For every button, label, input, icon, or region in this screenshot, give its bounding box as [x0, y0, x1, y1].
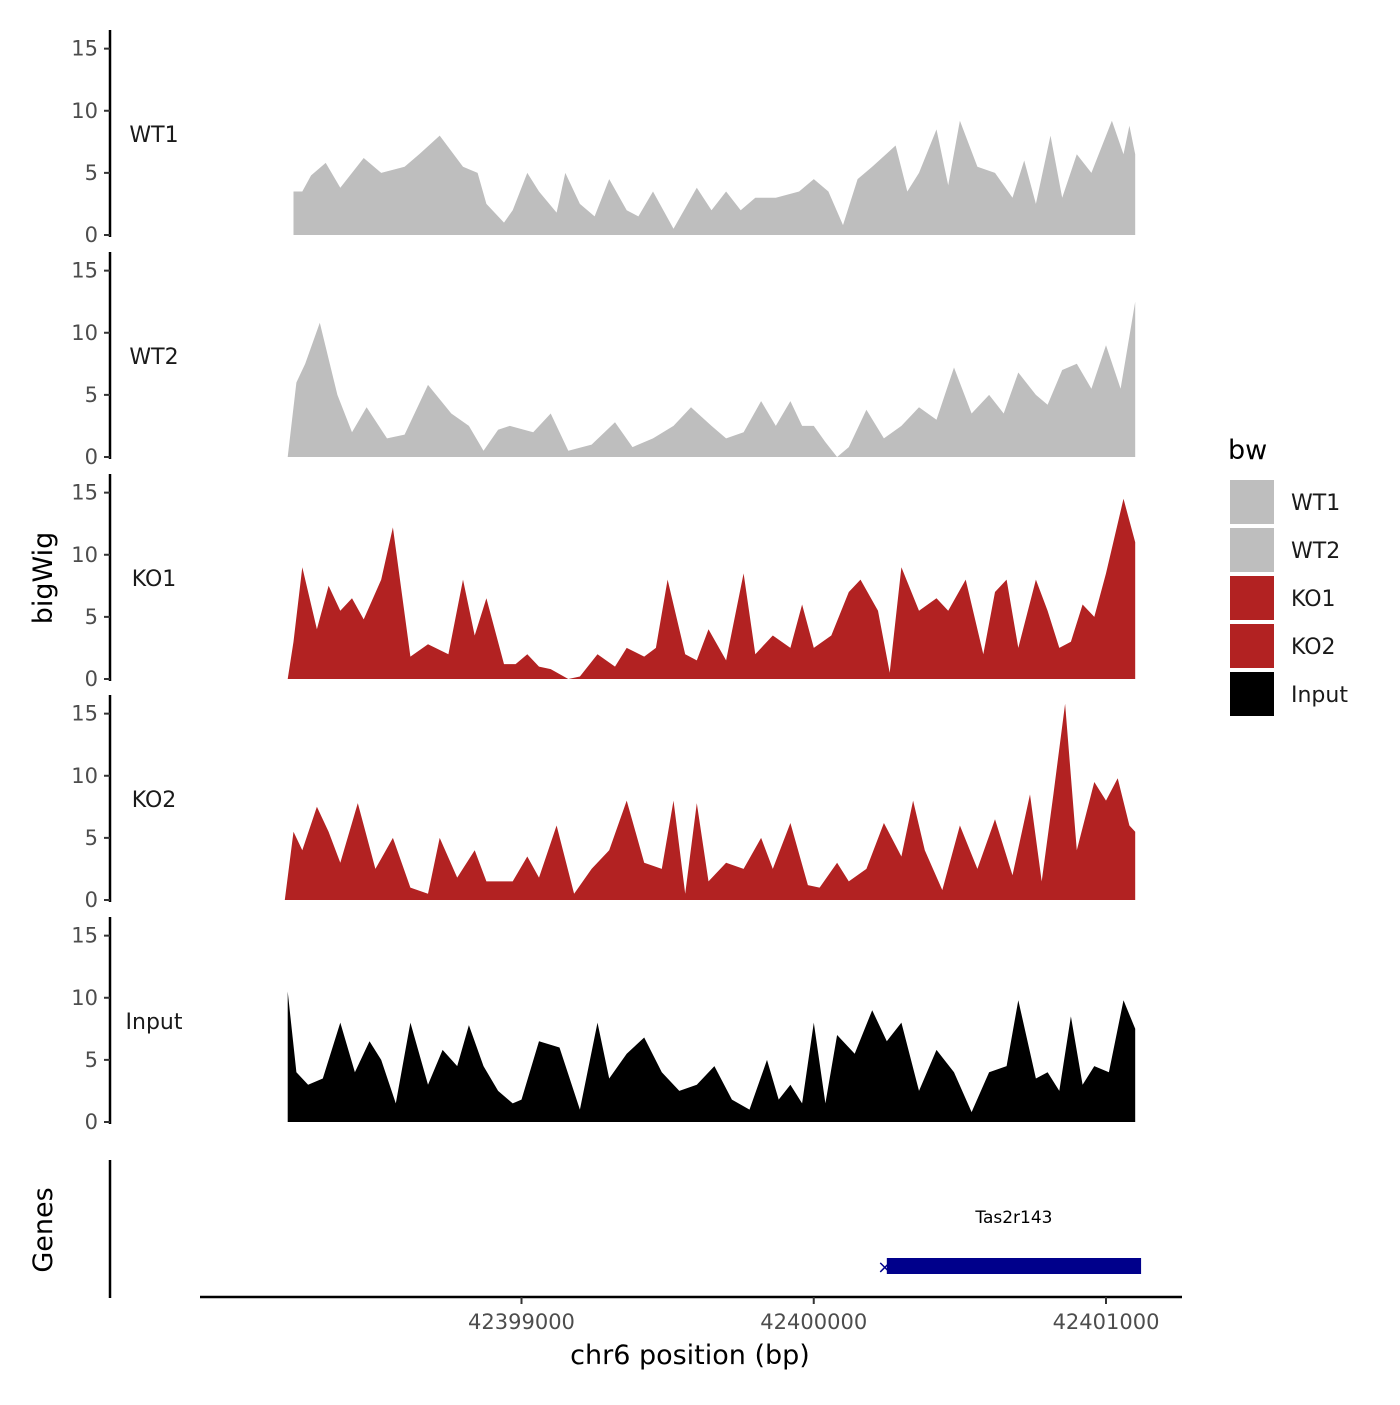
track-label: Input	[126, 1010, 183, 1035]
legend-key-input	[1230, 672, 1274, 716]
legend-key-wt1	[1230, 480, 1274, 524]
track-input: 0 5 10 15 Input	[71, 917, 1136, 1134]
y-tick-label: 10	[71, 321, 98, 345]
legend-key-wt2	[1230, 528, 1274, 572]
y-axis-title: bigWig	[28, 532, 59, 625]
track-label: WT1	[129, 123, 178, 148]
y-tick-label: 5	[85, 383, 98, 407]
y-tick-label: 15	[71, 37, 98, 61]
area-wt1	[293, 120, 1136, 235]
y-tick-label: 0	[85, 888, 98, 912]
gene-track: × Tas2r143	[108, 1160, 1142, 1298]
y-tick-label: 15	[71, 259, 98, 283]
y-tick-label: 10	[71, 986, 98, 1010]
bigwig-tracks: 0 5 10 15 WT1 0 5 10 15 WT2 0 5 10 15 KO1 0 5 10 15 KO2 0 5 10…	[71, 30, 1136, 1134]
x-axis-title: chr6 position (bp)	[570, 1340, 810, 1371]
track-ko2: 0 5 10 15 KO2	[71, 695, 1136, 912]
legend-label: WT1	[1291, 491, 1340, 516]
legend-key-ko2	[1230, 624, 1274, 668]
strand-marker: ×	[877, 1257, 892, 1278]
y-tick-label: 5	[85, 605, 98, 629]
y-tick-label: 15	[71, 481, 98, 505]
x-tick-label: 42399000	[468, 1310, 575, 1334]
area-input	[287, 991, 1136, 1122]
y-tick-label: 5	[85, 161, 98, 185]
legend-title: bw	[1228, 435, 1267, 466]
y-tick-label: 10	[71, 764, 98, 788]
y-tick-label: 15	[71, 702, 98, 726]
y-tick-label: 10	[71, 543, 98, 567]
gene-body	[886, 1258, 1142, 1274]
y-tick-label: 10	[71, 99, 98, 123]
area-ko2	[284, 703, 1136, 900]
area-wt2	[287, 301, 1136, 457]
legend: bw WT1 WT2 KO1 KO2 Input	[1228, 435, 1348, 716]
legend-label: KO2	[1291, 635, 1336, 660]
x-tick-label: 42401000	[1053, 1310, 1160, 1334]
track-wt1: 0 5 10 15 WT1	[71, 30, 1136, 247]
track-label: KO2	[132, 788, 177, 813]
legend-key-ko1	[1230, 576, 1274, 620]
track-label: KO1	[132, 567, 177, 592]
gene-tas2r143: × Tas2r143	[877, 1208, 1142, 1278]
y-tick-label: 0	[85, 223, 98, 247]
legend-label: WT2	[1291, 539, 1340, 564]
y-tick-label: 5	[85, 826, 98, 850]
legend-label: KO1	[1291, 587, 1336, 612]
y-tick-label: 0	[85, 667, 98, 691]
y-tick-label: 15	[71, 924, 98, 948]
track-label: WT2	[129, 345, 178, 370]
track-wt2: 0 5 10 15 WT2	[71, 252, 1136, 469]
gene-label: Tas2r143	[974, 1208, 1052, 1228]
x-tick-label: 42400000	[760, 1310, 867, 1334]
y-tick-label: 5	[85, 1048, 98, 1072]
area-ko1	[287, 498, 1136, 679]
x-axis: 42399000 42400000 42401000	[200, 1295, 1182, 1334]
y-tick-label: 0	[85, 445, 98, 469]
legend-label: Input	[1291, 683, 1348, 708]
track-ko1: 0 5 10 15 KO1	[71, 474, 1136, 691]
gene-track-title: Genes	[28, 1187, 59, 1272]
y-tick-label: 0	[85, 1110, 98, 1134]
